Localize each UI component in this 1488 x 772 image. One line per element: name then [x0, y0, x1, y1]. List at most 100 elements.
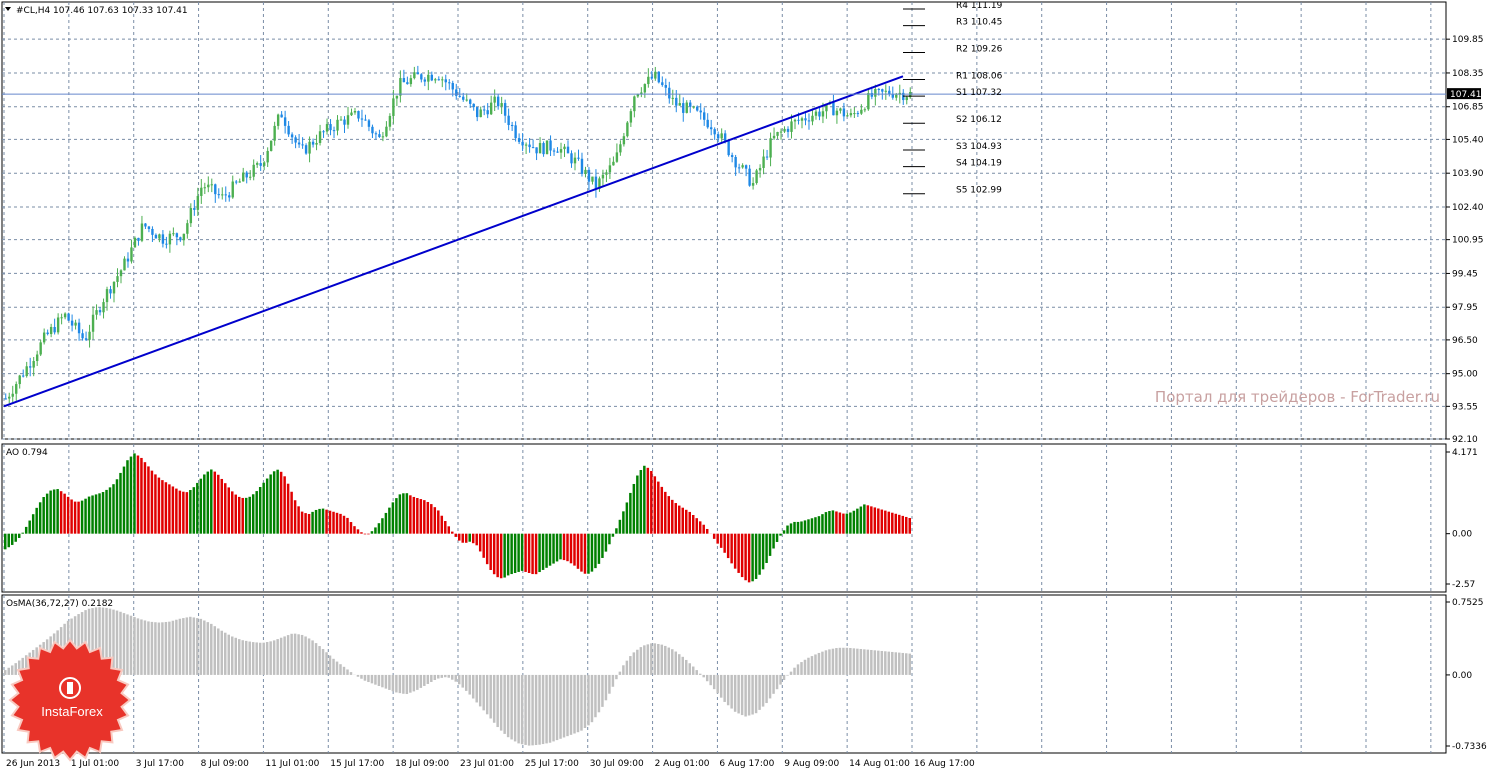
histogram-bar	[632, 483, 636, 534]
histogram-bar	[611, 533, 615, 537]
candle-body	[455, 89, 458, 96]
histogram-bar	[154, 622, 157, 675]
histogram-bar	[112, 484, 115, 534]
histogram-bar	[499, 533, 503, 579]
histogram-bar	[503, 674, 506, 734]
histogram-bar	[210, 623, 213, 675]
histogram-bar	[356, 529, 360, 534]
candle-body	[863, 109, 867, 111]
candle-body	[598, 178, 601, 189]
histogram-bar	[835, 511, 838, 534]
histogram-bar	[587, 533, 590, 574]
candle-body	[35, 354, 39, 362]
histogram-bar	[573, 674, 576, 734]
candle-body	[668, 87, 671, 99]
candle-body	[462, 96, 465, 100]
candle-body	[559, 149, 563, 153]
candle-body	[395, 95, 399, 99]
histogram-bar	[719, 533, 723, 548]
candle-body	[329, 124, 332, 131]
histogram-bar	[126, 460, 129, 534]
histogram-bar	[691, 514, 695, 534]
histogram-bar	[276, 469, 279, 534]
histogram-bar	[786, 674, 789, 676]
histogram-bar	[538, 674, 541, 745]
candle-body	[881, 89, 884, 92]
trend-line[interactable]	[3, 75, 904, 408]
candle-body	[786, 128, 790, 132]
candle-body	[566, 146, 570, 154]
histogram-bar	[653, 476, 657, 534]
candle-body	[905, 97, 908, 101]
pivot-label: S2 106.12	[956, 115, 1002, 125]
histogram-bar	[283, 476, 286, 534]
candle-body	[4, 398, 7, 400]
histogram-bar	[531, 674, 534, 746]
dropdown-arrow-icon[interactable]	[5, 7, 11, 11]
candle-body	[63, 313, 67, 318]
histogram-bar	[597, 674, 601, 713]
histogram-bar	[416, 498, 419, 534]
candle-body	[374, 133, 378, 135]
histogram-bar	[353, 526, 356, 534]
candle-body	[891, 94, 894, 98]
candle-body	[643, 84, 647, 93]
histogram-bar	[471, 533, 475, 544]
candle-body	[552, 150, 556, 152]
candle-body	[210, 184, 213, 186]
candle-body	[479, 109, 482, 118]
histogram-bar	[412, 496, 416, 534]
histogram-bar	[688, 511, 691, 534]
candle-body	[629, 111, 633, 123]
indicator-y-tick-label: -0.7336	[1452, 742, 1487, 752]
histogram-bar	[552, 674, 555, 742]
candle-body	[790, 121, 793, 132]
candle-body	[95, 310, 98, 315]
histogram-bar	[803, 520, 807, 534]
candle-body	[821, 111, 825, 117]
x-tick-label: 8 Jul 09:00	[201, 759, 250, 769]
histogram-bar	[524, 674, 527, 745]
candle-body	[758, 167, 762, 171]
candle-body	[521, 141, 524, 146]
histogram-bar	[594, 674, 597, 718]
pivot-label: S5 102.99	[956, 186, 1002, 196]
histogram-bar	[374, 674, 377, 685]
histogram-bar	[178, 490, 182, 534]
histogram-bar	[740, 674, 744, 716]
candle-body	[137, 237, 140, 241]
candle-body	[168, 233, 172, 245]
candle-body	[343, 119, 346, 125]
histogram-bar	[199, 618, 203, 675]
histogram-bar	[716, 674, 719, 694]
histogram-bar	[534, 674, 538, 746]
candle-body	[133, 237, 137, 248]
histogram-bar	[447, 526, 451, 534]
candle-body	[409, 78, 413, 85]
histogram-bar	[84, 498, 87, 534]
histogram-bar	[562, 533, 566, 561]
histogram-bar	[196, 618, 199, 675]
candle-body	[626, 122, 629, 137]
histogram-bar	[7, 533, 10, 548]
current-price-tag: 107.41	[1447, 88, 1482, 100]
histogram-bar	[231, 636, 234, 675]
candle-body	[703, 112, 706, 120]
histogram-bar	[485, 674, 489, 715]
candle-body	[151, 228, 154, 235]
histogram-bar	[224, 483, 227, 534]
pivot-label: R3 110.45	[956, 18, 1002, 28]
price-y-tick-label: 100.95	[1452, 236, 1484, 246]
candle-body	[406, 82, 409, 85]
histogram-bar	[852, 510, 856, 534]
histogram-bar	[772, 533, 775, 549]
time-x-axis: 26 Jun 2013 1 Jul 01:00 3 Jul 17:00 8 Jul 0…	[6, 759, 975, 769]
candle-body	[549, 140, 552, 151]
histogram-bar	[608, 674, 611, 694]
candle-body	[304, 145, 308, 154]
histogram-bar	[440, 515, 444, 534]
pivot-label: R2 109.26	[956, 44, 1003, 54]
histogram-bar	[622, 665, 625, 675]
histogram-bar	[566, 674, 569, 737]
